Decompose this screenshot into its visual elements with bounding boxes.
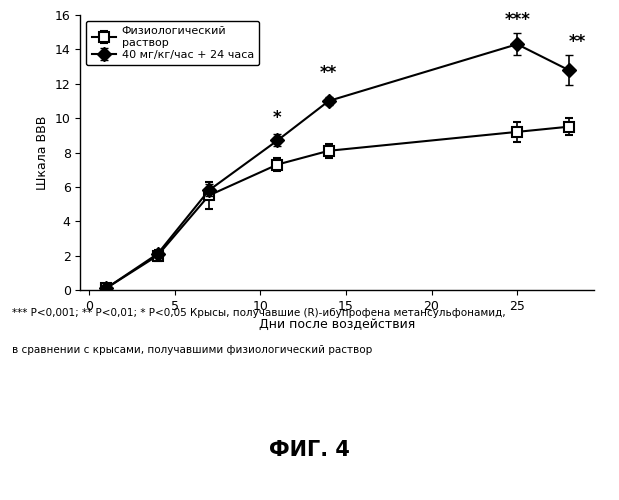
Text: ***: *** [504,10,530,29]
Y-axis label: Шкала BBB: Шкала BBB [37,116,50,190]
Text: **: ** [320,64,337,82]
Text: **: ** [568,33,586,51]
Text: ФИГ. 4: ФИГ. 4 [269,440,350,460]
Text: *: * [273,108,282,126]
X-axis label: Дни после воздействия: Дни после воздействия [259,318,415,332]
Text: в сравнении с крысами, получавшими физиологический раствор: в сравнении с крысами, получавшими физио… [12,345,373,355]
Text: *** P<0,001; ** P<0,01; * P<0,05 Крысы, получавшие (R)-ибупрофена метансульфонам: *** P<0,001; ** P<0,01; * P<0,05 Крысы, … [12,308,506,318]
Legend: Физиологический
раствор, 40 мг/кг/час + 24 часа: Физиологический раствор, 40 мг/кг/час + … [86,20,259,66]
